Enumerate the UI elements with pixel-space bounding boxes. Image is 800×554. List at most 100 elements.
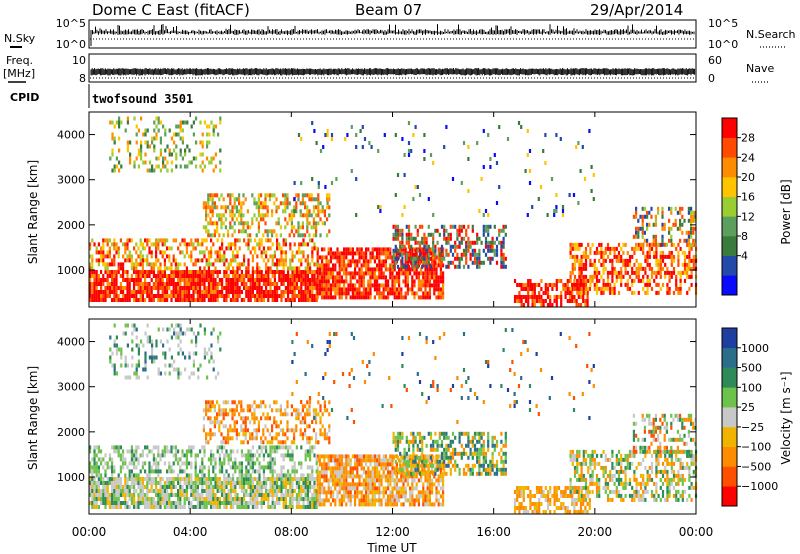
heatmap-cell [97, 290, 100, 294]
heatmap-cell [306, 217, 309, 222]
heatmap-cell [108, 246, 111, 251]
heatmap-cell [104, 453, 107, 458]
heatmap-cell [95, 465, 98, 470]
heatmap-cell [287, 266, 290, 271]
heatmap-cell [108, 250, 111, 255]
heatmap-cell [137, 262, 140, 267]
heatmap-cell [591, 274, 594, 279]
heatmap-cell [340, 291, 343, 296]
heatmap-cell [454, 240, 457, 245]
heatmap-cell [276, 258, 279, 263]
heatmap-cell [115, 286, 118, 290]
heatmap-cell [137, 457, 140, 462]
heatmap-cell [95, 489, 98, 493]
heatmap-cell [118, 168, 121, 173]
heatmap-cell [276, 298, 279, 302]
heatmap-cell [179, 274, 182, 278]
heatmap-cell [170, 485, 173, 489]
heatmap-cell [323, 279, 326, 284]
heatmap-cell [227, 457, 230, 462]
heatmap-cell [284, 501, 287, 505]
heatmap-cell [323, 209, 326, 214]
heatmap-cell [262, 233, 265, 238]
heatmap-cell [275, 205, 278, 210]
heatmap-cell [196, 274, 199, 278]
heatmap-cell [302, 501, 305, 505]
heatmap-cell [144, 132, 147, 137]
heatmap-cell [577, 141, 580, 145]
heatmap-cell [422, 494, 425, 499]
heatmap-cell [340, 267, 343, 272]
heatmap-cell [504, 232, 507, 237]
heatmap-cell [120, 164, 123, 169]
heatmap-cell [631, 278, 634, 283]
heatmap-cell [332, 454, 335, 459]
heatmap-cell [278, 485, 281, 489]
heatmap-cell [422, 279, 425, 284]
heatmap-cell [234, 294, 237, 298]
heatmap-cell [240, 497, 243, 501]
heatmap-cell [210, 461, 213, 466]
heatmap-cell [650, 266, 654, 271]
heatmap-cell [166, 493, 169, 497]
heatmap-cell [566, 291, 569, 295]
heatmap-cell [416, 228, 419, 233]
heatmap-cell [391, 490, 394, 495]
heatmap-cell [373, 462, 376, 467]
heatmap-cell [384, 259, 387, 264]
heatmap-cell [126, 278, 129, 282]
heatmap-cell [425, 264, 428, 269]
heatmap-cell [369, 275, 372, 280]
heatmap-cell [569, 270, 572, 275]
heatmap-cell [520, 303, 523, 307]
heatmap-cell [642, 250, 645, 255]
heatmap-cell [406, 267, 409, 272]
heatmap-cell [124, 477, 127, 481]
heatmap-cell [210, 238, 213, 243]
heatmap-cell [196, 485, 199, 489]
heatmap-cell [304, 205, 307, 210]
heatmap-cell [115, 274, 118, 278]
heatmap-cell [115, 246, 118, 251]
heatmap-cell [262, 250, 265, 255]
heatmap-cell [378, 462, 381, 467]
heatmap-cell [355, 177, 358, 181]
heatmap-cell [417, 287, 420, 292]
heatmap-cell [174, 505, 177, 509]
heatmap-cell [346, 133, 349, 137]
colorbar-tick-label: 4 [741, 250, 748, 263]
heatmap-cell [229, 221, 232, 226]
heatmap-cell [683, 278, 687, 283]
heatmap-cell [126, 148, 129, 153]
heatmap-cell [122, 457, 125, 462]
heatmap-cell [380, 478, 383, 483]
heatmap-cell [531, 205, 534, 209]
heatmap-cell [620, 258, 623, 263]
heatmap-cell [243, 505, 246, 509]
heatmap-cell [273, 505, 276, 509]
heatmap-cell [555, 295, 558, 299]
heatmap-cell [271, 282, 274, 286]
heatmap-cell [327, 486, 330, 491]
heatmap-cell [280, 298, 283, 302]
heatmap-cell [242, 221, 245, 226]
heatmap-cell [297, 229, 300, 234]
heatmap-cell [426, 474, 429, 479]
heatmap-cell [467, 157, 470, 161]
heatmap-cell [404, 490, 407, 495]
heatmap-cell [190, 505, 193, 509]
heatmap-cell [395, 486, 398, 491]
heatmap-cell [196, 473, 199, 478]
heatmap-cell [639, 278, 643, 283]
heatmap-cell [238, 229, 241, 234]
heatmap-cell [124, 501, 127, 505]
heatmap-cell [493, 248, 496, 253]
heatmap-cell [437, 275, 440, 280]
heatmap-cell [177, 246, 180, 251]
heatmap-cell [212, 501, 215, 505]
heatmap-cell [323, 267, 326, 272]
heatmap-cell [280, 493, 283, 497]
heatmap-cell [148, 274, 151, 278]
heatmap-cell [201, 278, 204, 282]
